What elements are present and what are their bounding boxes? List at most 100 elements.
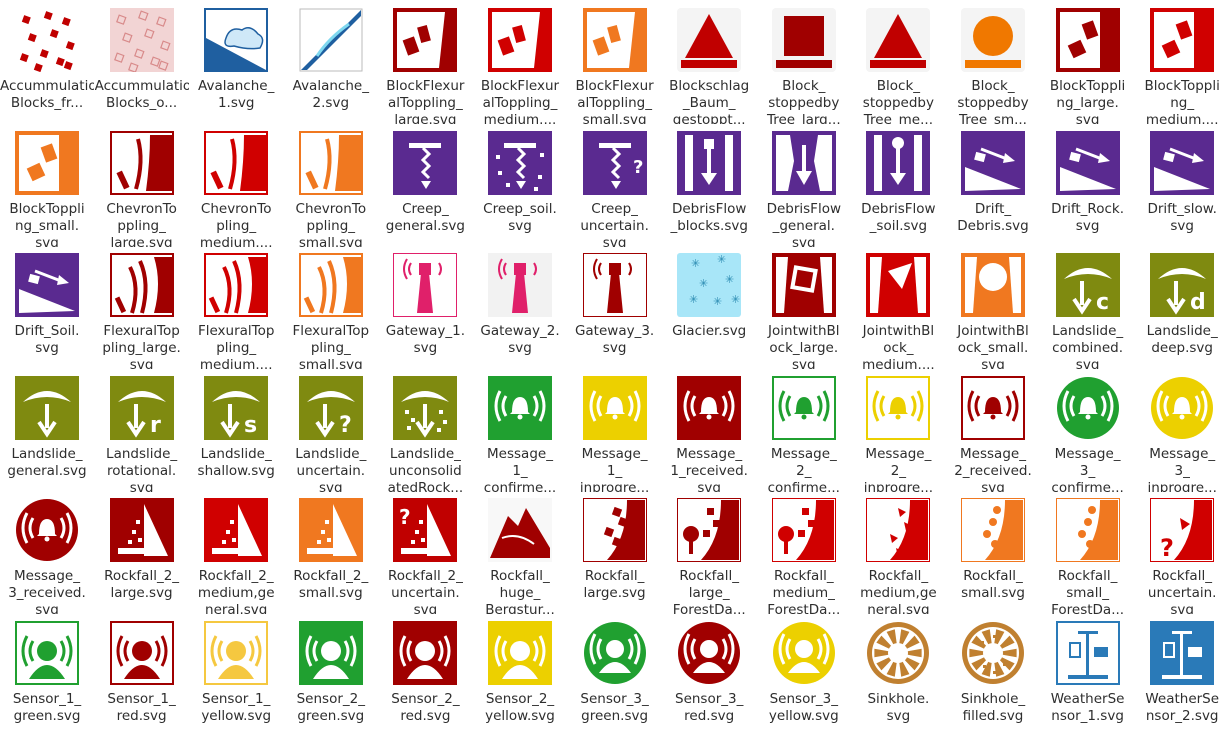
file-item[interactable]: Rockfall_2_ medium,ge neral.svg <box>189 492 283 614</box>
file-item[interactable]: BlockFlexur alToppling_ medium.... <box>473 2 567 124</box>
file-label: Drift_Rock. svg <box>1051 200 1124 234</box>
sensor-filled-icon <box>393 620 458 685</box>
file-item[interactable]: JointwithBl ock_ medium.... <box>851 247 945 369</box>
file-item[interactable]: ChevronTo pling_ medium.... <box>189 125 283 247</box>
file-item[interactable]: Accummulation_ Blocks_fr... <box>0 2 94 124</box>
file-item[interactable]: DebrisFlow _blocks.svg <box>662 125 756 247</box>
file-item[interactable]: Sensor_2_ red.svg <box>378 615 472 737</box>
file-item[interactable]: Rockfall_ small.svg <box>946 492 1040 614</box>
file-item[interactable]: Sensor_3_ yellow.svg <box>757 615 851 737</box>
file-item[interactable]: Blockschlag _Baum_ gestoppt... <box>662 2 756 124</box>
file-item[interactable]: JointwithBl ock_large. svg <box>757 247 851 369</box>
file-item[interactable]: Rockfall_2_ small.svg <box>284 492 378 614</box>
file-item[interactable]: BlockFlexur alToppling_ large.svg <box>378 2 472 124</box>
file-item[interactable]: Rockfall_ small_ ForestDa... <box>1041 492 1135 614</box>
file-item[interactable]: WeatherSe nsor_2.svg <box>1135 615 1229 737</box>
svg-text:✳: ✳ <box>713 295 722 308</box>
file-label: Drift_slow. svg <box>1147 200 1217 234</box>
file-item[interactable]: Creep_ general.svg <box>378 125 472 247</box>
file-label: JointwithBl ock_ medium.... <box>862 323 935 369</box>
file-label: Sensor_2_ yellow.svg <box>485 690 555 724</box>
file-label: Sensor_2_ red.svg <box>391 690 460 724</box>
file-label: Rockfall_2_ small.svg <box>293 568 369 601</box>
file-item[interactable]: Message_ 1_ inprogre... <box>568 370 662 492</box>
file-item[interactable]: Sinkhole. svg <box>851 615 945 737</box>
gateway-icon <box>582 253 647 317</box>
file-item[interactable]: Rockfall_ large_ ForestDa... <box>662 492 756 614</box>
file-item[interactable]: Drift_ Debris.svg <box>946 125 1040 247</box>
file-item[interactable]: d Landslide_ deep.svg <box>1135 247 1229 369</box>
glacier-icon: ✳ ✳ ✳ ✳ ✳ ✳ ✳ <box>677 253 742 317</box>
file-item[interactable]: Block_ stoppedby Tree_larg... <box>757 2 851 124</box>
file-item[interactable]: Sensor_2_ green.svg <box>284 615 378 737</box>
file-item[interactable]: Sinkhole_ filled.svg <box>946 615 1040 737</box>
file-item[interactable]: ✳ ✳ ✳ ✳ ✳ ✳ ✳ Glacier.svg <box>662 247 756 369</box>
landslide-icon: d <box>1150 253 1215 317</box>
file-item[interactable]: Drift_slow. svg <box>1135 125 1229 247</box>
file-item[interactable]: Message_ 1_received. svg <box>662 370 756 492</box>
file-item[interactable]: Sensor_3_ green.svg <box>568 615 662 737</box>
file-item[interactable]: ? Creep_ uncertain. svg <box>568 125 662 247</box>
file-item[interactable]: Landslide_ unconsolid atedRock... <box>378 370 472 492</box>
file-item[interactable]: Message_ 3_ confirme... <box>1041 370 1135 492</box>
file-item[interactable]: DebrisFlow _general. svg <box>757 125 851 247</box>
file-item[interactable]: Rockfall_ huge_ Bergstur... <box>473 492 567 614</box>
file-item[interactable]: Gateway_2. svg <box>473 247 567 369</box>
file-label: BlockToppli ng_small. svg <box>9 200 85 247</box>
file-item[interactable]: Gateway_3. svg <box>568 247 662 369</box>
file-item[interactable]: BlockToppli ng_large. svg <box>1041 2 1135 124</box>
file-item[interactable]: Sensor_2_ yellow.svg <box>473 615 567 737</box>
file-item[interactable]: Avalanche_ 1.svg <box>189 2 283 124</box>
rockfall2-icon <box>109 498 174 562</box>
file-item[interactable]: BlockFlexur alToppling_ small.svg <box>568 2 662 124</box>
file-item[interactable]: Block_ stoppedby Tree_sm... <box>946 2 1040 124</box>
file-item[interactable]: s Landslide_ shallow.svg <box>189 370 283 492</box>
file-label: Gateway_3. svg <box>574 323 655 356</box>
file-item[interactable]: Message_ 2_received. svg <box>946 370 1040 492</box>
file-item[interactable]: ChevronTo ppling_ large.svg <box>95 125 189 247</box>
file-item[interactable]: ? Rockfall_ uncertain. svg <box>1135 492 1229 614</box>
file-item[interactable]: r Landslide_ rotational. svg <box>95 370 189 492</box>
file-item[interactable]: Accummulation_ Blocks_o... <box>95 2 189 124</box>
file-item[interactable]: Block_ stoppedby Tree_me... <box>851 2 945 124</box>
chevron-icon <box>298 130 363 195</box>
file-item[interactable]: DebrisFlow _soil.svg <box>851 125 945 247</box>
file-item[interactable]: Rockfall_ large.svg <box>568 492 662 614</box>
file-item[interactable]: JointwithBl ock_small. svg <box>946 247 1040 369</box>
file-item[interactable]: Sensor_1_ red.svg <box>95 615 189 737</box>
file-item[interactable]: c Landslide_ combined. svg <box>1041 247 1135 369</box>
file-item[interactable]: BlockToppli ng_ medium.... <box>1135 2 1229 124</box>
file-item[interactable]: Rockfall_ medium_ ForestDa... <box>757 492 851 614</box>
file-item[interactable]: ChevronTo ppling_ small.svg <box>284 125 378 247</box>
file-label: Message_ 2_ inprogre... <box>863 445 934 492</box>
file-item[interactable]: Drift_Rock. svg <box>1041 125 1135 247</box>
file-item[interactable]: FlexuralTop pling_ medium.... <box>189 247 283 369</box>
file-item[interactable]: FlexuralTop pling_large. svg <box>95 247 189 369</box>
file-item[interactable]: BlockToppli ng_small. svg <box>0 125 94 247</box>
file-item[interactable]: Avalanche_ 2.svg <box>284 2 378 124</box>
file-label: Rockfall_ small_ ForestDa... <box>1051 568 1125 614</box>
file-item[interactable]: Rockfall_2_ large.svg <box>95 492 189 614</box>
file-item[interactable]: Sensor_1_ green.svg <box>0 615 94 737</box>
file-item[interactable]: Gateway_1. svg <box>378 247 472 369</box>
file-item[interactable]: Landslide_ general.svg <box>0 370 94 492</box>
file-item[interactable]: Drift_Soil. svg <box>0 247 94 369</box>
file-item[interactable]: Message_ 2_ confirme... <box>757 370 851 492</box>
file-label: Sensor_3_ green.svg <box>580 690 649 724</box>
file-item[interactable]: ? Landslide_ uncertain. svg <box>284 370 378 492</box>
file-label: Message_ 1_received. svg <box>670 445 748 492</box>
file-item[interactable]: Message_ 1_ confirme... <box>473 370 567 492</box>
file-item[interactable]: Creep_soil. svg <box>473 125 567 247</box>
file-item[interactable]: FlexuralTop pling_ small.svg <box>284 247 378 369</box>
file-item[interactable]: Message_ 3_ inprogre... <box>1135 370 1229 492</box>
file-item[interactable]: Message_ 3_received. svg <box>0 492 94 614</box>
rockfall-dots-icon <box>1055 498 1120 562</box>
svg-text:✳: ✳ <box>731 293 740 306</box>
file-item[interactable]: Message_ 2_ inprogre... <box>851 370 945 492</box>
file-item[interactable]: Sensor_1_ yellow.svg <box>189 615 283 737</box>
file-item[interactable]: Rockfall_ medium,ge neral.svg <box>851 492 945 614</box>
joint-square-icon <box>771 253 836 317</box>
file-item[interactable]: ? Rockfall_2_ uncertain. svg <box>378 492 472 614</box>
file-item[interactable]: WeatherSe nsor_1.svg <box>1041 615 1135 737</box>
file-item[interactable]: Sensor_3_ red.svg <box>662 615 756 737</box>
